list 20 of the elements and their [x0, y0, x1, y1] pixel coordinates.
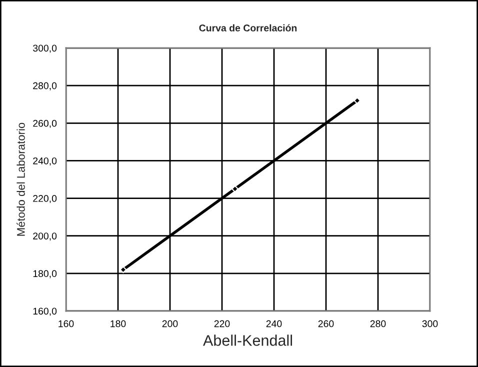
- x-tick-label: 240: [266, 320, 282, 328]
- y-axis-title: Método del Laboratorio: [16, 122, 25, 236]
- x-tick-label: 200: [162, 320, 178, 328]
- x-axis-title: Abell-Kendall: [203, 334, 292, 346]
- x-tick-label: 260: [318, 320, 334, 328]
- y-tick-label: 200,0: [33, 232, 57, 241]
- point: [232, 185, 238, 192]
- y-tick-label: 300,0: [33, 44, 57, 53]
- x-tick-label: 300: [422, 320, 438, 328]
- y-tick-label: 240,0: [33, 157, 57, 166]
- x-tick-label: 180: [110, 320, 126, 328]
- y-tick-label: 280,0: [33, 82, 57, 90]
- x-tick-label: 160: [58, 320, 74, 328]
- x-tick-label: 280: [370, 320, 386, 328]
- y-tick-label: 160,0: [33, 308, 57, 316]
- x-tick-label: 220: [214, 320, 230, 328]
- chart-title: Curva de Correlación: [199, 24, 297, 32]
- y-tick-label: 260,0: [33, 120, 57, 128]
- y-tick-label: 220,0: [33, 195, 57, 204]
- y-tick-label: 180,0: [33, 270, 57, 278]
